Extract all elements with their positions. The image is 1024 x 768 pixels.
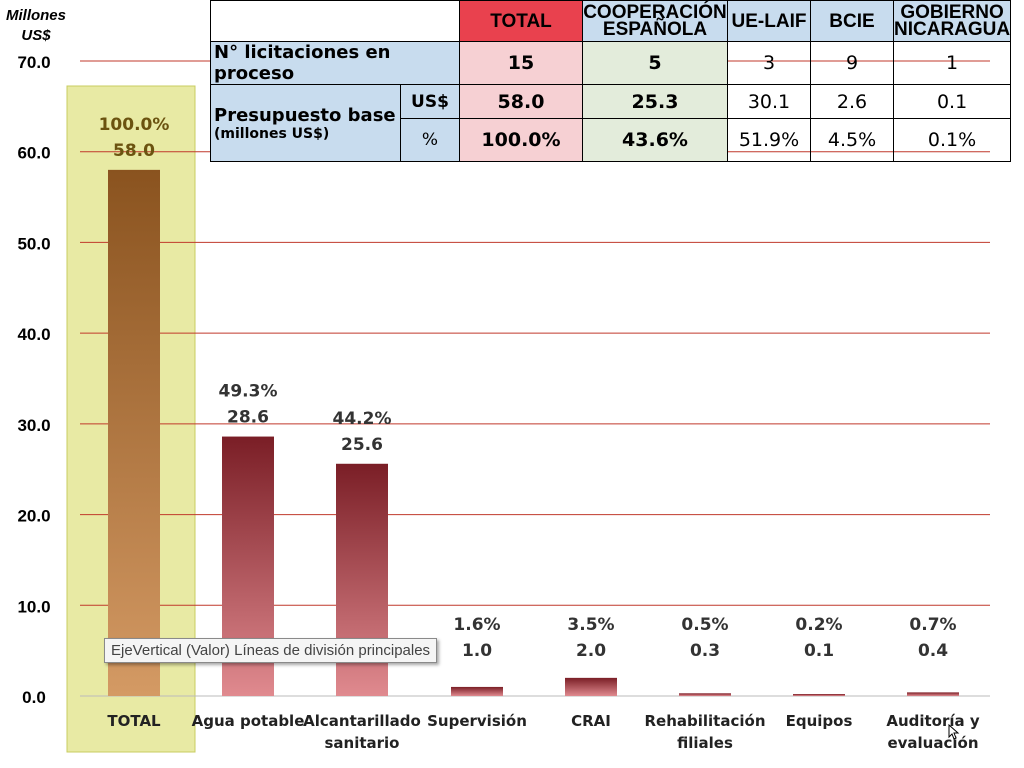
table-row: Presupuesto base (millones US$) US$ 58.0… <box>210 84 1012 162</box>
bar <box>565 677 617 696</box>
y-tick-label: 60.0 <box>17 144 50 163</box>
bar <box>907 692 959 696</box>
table-header-row: TOTAL COOPERACIÓN ESPAÑOLA UE-LAIF BCIE … <box>210 0 1012 42</box>
percent-label: 3.5% <box>567 615 614 635</box>
presupuesto-label: Presupuesto base <box>214 104 396 126</box>
value-label: 2.0 <box>576 641 606 661</box>
x-tick-label: Rehabilitación <box>645 712 766 730</box>
cell-licitaciones-bcie: 9 <box>810 41 894 85</box>
y-tick-label: 40.0 <box>17 325 50 344</box>
percent-label: 44.2% <box>333 409 392 429</box>
table-row: % 100.0% 43.6% 51.9% 4.5% 0.1% <box>211 118 1012 162</box>
value-label: 25.6 <box>341 435 383 455</box>
bar <box>793 694 845 696</box>
value-label: 0.1 <box>804 641 834 661</box>
value-label: 1.0 <box>462 641 492 661</box>
cell-usd-total: 58.0 <box>459 84 583 119</box>
row-label-licitaciones: N° licitaciones en proceso <box>210 41 460 85</box>
cell-licitaciones-cooperacion: 5 <box>582 41 728 85</box>
cell-usd-ue-laif: 30.1 <box>727 84 811 119</box>
header-bcie: BCIE <box>810 0 894 42</box>
row-label-usd: US$ <box>400 84 460 119</box>
x-tick-label: Auditoría y <box>886 712 980 730</box>
y-tick-label: 0.0 <box>22 688 46 707</box>
x-tick-label: CRAI <box>571 712 611 730</box>
percent-label: 0.2% <box>795 615 842 635</box>
cell-pct-ue-laif: 51.9% <box>727 118 811 162</box>
cell-pct-gobierno: 0.1% <box>892 118 1012 162</box>
x-tick-label: sanitario <box>324 734 399 752</box>
value-label: 0.3 <box>690 641 720 661</box>
x-tick-label: Agua potable <box>192 712 305 730</box>
bar <box>451 686 503 696</box>
bar <box>679 693 731 696</box>
cell-licitaciones-gobierno: 1 <box>892 41 1012 85</box>
header-gobierno-nicaragua: GOBIERNO NICARAGUA <box>892 0 1012 42</box>
cell-usd-cooperacion: 25.3 <box>582 84 728 119</box>
header-ue-laif: UE-LAIF <box>727 0 811 42</box>
cell-pct-bcie: 4.5% <box>810 118 894 162</box>
presupuesto-sublabel: (millones US$) <box>214 125 330 142</box>
value-label: 28.6 <box>227 408 269 428</box>
percent-label: 1.6% <box>453 615 500 635</box>
x-tick-label: evaluación <box>887 734 978 752</box>
x-tick-label: TOTAL <box>107 712 161 730</box>
percent-label: 0.7% <box>909 615 956 635</box>
x-tick-label: Alcantarillado <box>303 712 421 730</box>
axis-tooltip: EjeVertical (Valor) Líneas de división p… <box>104 638 438 663</box>
y-tick-label: 70.0 <box>17 53 50 72</box>
percent-label: 0.5% <box>681 615 728 635</box>
cell-pct-total: 100.0% <box>459 118 583 162</box>
x-tick-label: filiales <box>677 734 733 752</box>
y-tick-label: 10.0 <box>17 597 50 616</box>
cell-licitaciones-total: 15 <box>459 41 583 85</box>
cell-licitaciones-ue-laif: 3 <box>727 41 811 85</box>
value-label: 58.0 <box>113 141 155 161</box>
cell-usd-bcie: 2.6 <box>810 84 894 119</box>
y-axis-unit-label: Millones US$ <box>5 7 66 44</box>
percent-label: 100.0% <box>99 115 170 135</box>
cell-pct-cooperacion: 43.6% <box>582 118 728 162</box>
x-tick-label: Equipos <box>786 712 853 730</box>
value-label: 0.4 <box>918 641 948 661</box>
table-corner-cell <box>210 0 460 42</box>
row-label-pct: % <box>400 118 460 162</box>
y-tick-label: 30.0 <box>17 416 50 435</box>
bar <box>108 169 160 696</box>
header-cooperacion-espanola: COOPERACIÓN ESPAÑOLA <box>582 0 728 42</box>
x-tick-label: Supervisión <box>427 712 527 730</box>
y-tick-label: 50.0 <box>17 234 50 253</box>
y-tick-label: 20.0 <box>17 507 50 526</box>
mouse-pointer-icon <box>948 724 960 740</box>
summary-table: TOTAL COOPERACIÓN ESPAÑOLA UE-LAIF BCIE … <box>210 0 1012 162</box>
row-label-presupuesto: Presupuesto base (millones US$) <box>210 84 401 162</box>
percent-label: 49.3% <box>219 382 278 402</box>
cell-usd-gobierno: 0.1 <box>892 84 1012 119</box>
header-total: TOTAL <box>459 0 583 42</box>
table-row: N° licitaciones en proceso 15 5 3 9 1 <box>210 41 1012 85</box>
